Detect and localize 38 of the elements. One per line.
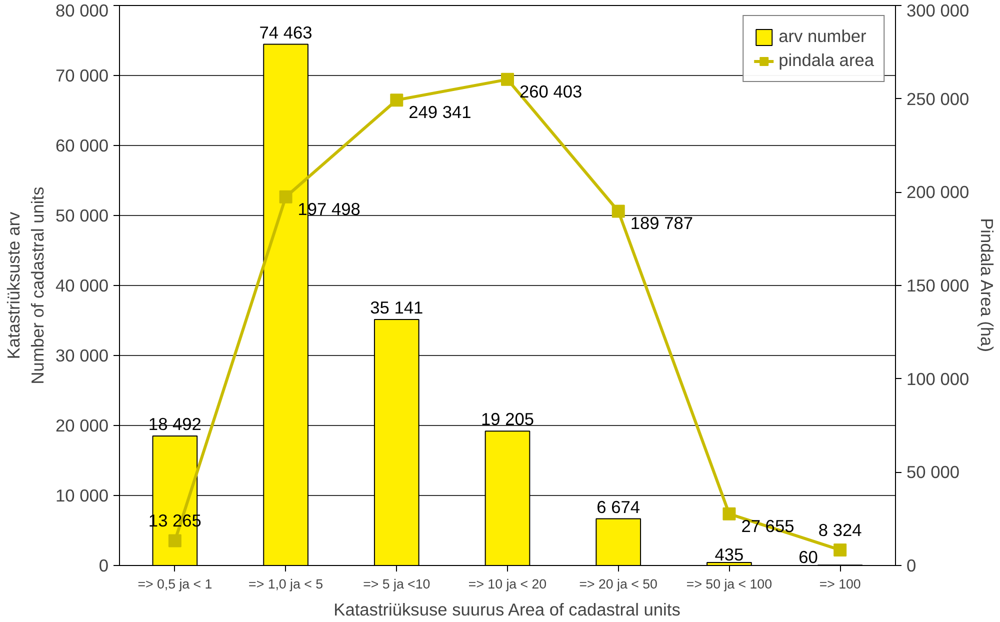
y2-tick-label: 100 000: [906, 368, 970, 389]
y2-axis-title: Pindala Area (ha): [977, 218, 998, 352]
legend-label: arv number: [778, 26, 866, 47]
y-tick-label: 20 000: [56, 416, 108, 436]
y-tick-label: 80 000: [56, 0, 108, 20]
y-tick-label: 0: [98, 556, 109, 576]
x-tick-label: => 5 ja <10: [363, 576, 430, 592]
y2-tick-label: 250 000: [906, 88, 970, 109]
data-label: 8 324: [818, 520, 862, 540]
x-axis-title: Katastriüksuse suurus Area of cadastral units: [334, 600, 681, 620]
data-label: 19 205: [481, 409, 534, 430]
x-tick-label: => 1,0 ja < 5: [248, 576, 324, 592]
y-tick-label: 70 000: [56, 66, 108, 86]
y2-tick-label: 200 000: [906, 182, 970, 202]
x-tick-label: => 20 ja < 50: [579, 576, 658, 592]
x-tick-label: => 50 ja < 100: [686, 576, 772, 592]
data-label: 35 141: [370, 298, 424, 318]
x-tick-label: => 10 ja < 20: [468, 576, 547, 592]
data-label: 60: [798, 547, 818, 568]
y-axis-title: Katastriüksuste arv Number of cadastral units: [4, 186, 48, 384]
y2-tick-label: 0: [906, 556, 916, 576]
y-tick-label: 60 000: [56, 136, 108, 156]
data-label: 249 341: [408, 102, 472, 122]
x-tick-label: => 0,5 ja < 1: [138, 576, 212, 592]
y2-tick-label: 300 000: [906, 0, 970, 20]
legend-label: pindala area: [778, 50, 874, 71]
y-tick-label: 40 000: [56, 276, 108, 296]
data-label: 189 787: [630, 213, 693, 234]
y-tick-label: 10 000: [56, 486, 108, 506]
data-label: 435: [714, 544, 744, 564]
y-tick-label: 30 000: [56, 346, 108, 366]
x-tick-label: => 100: [819, 576, 861, 592]
y2-tick-label: 150 000: [906, 276, 970, 296]
data-label: 74 463: [259, 22, 312, 42]
data-label: 6 674: [596, 496, 640, 517]
y-tick-label: 50 000: [56, 206, 108, 226]
y2-tick-label: 50 000: [906, 462, 960, 482]
data-label: 260 403: [520, 81, 582, 102]
